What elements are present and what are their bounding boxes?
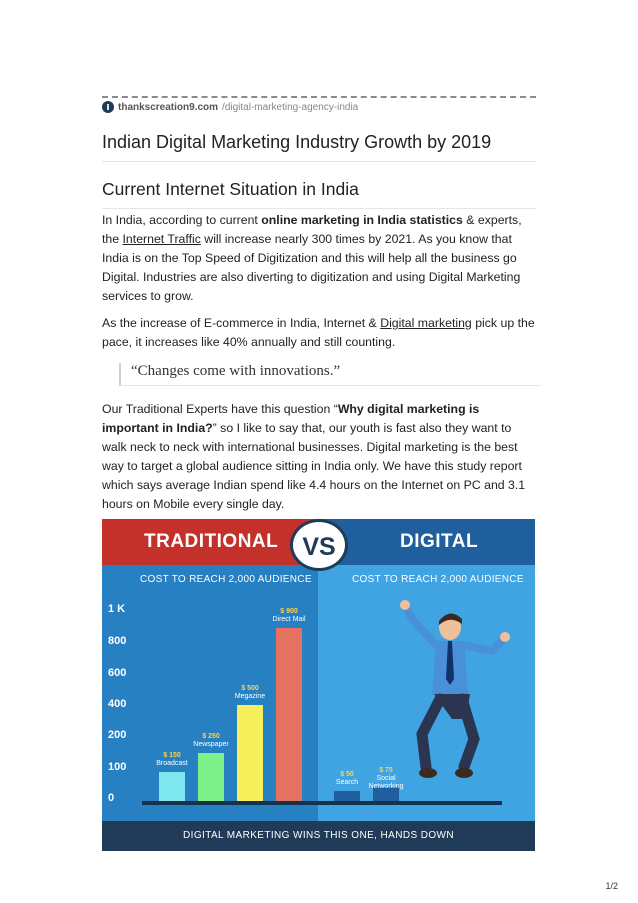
section-heading: Current Internet Situation in India <box>102 179 536 209</box>
bar-category-label: Megazine <box>234 693 266 700</box>
traditional-vs-digital-infographic: TRADITIONAL DIGITAL VS COST TO REACH 2,0… <box>102 519 535 851</box>
digital-banner <box>318 519 535 565</box>
paragraph-3: Our Traditional Experts have this questi… <box>102 402 526 511</box>
bar-value-label: $ 150 <box>163 752 181 760</box>
paragraph-1: In India, according to current online ma… <box>102 213 522 303</box>
y-tick-label: 1 K <box>108 603 126 615</box>
bar-value-label: $ 500 <box>241 685 259 692</box>
traditional-cost-label: COST TO REACH 2,000 AUDIENCE <box>140 574 312 585</box>
bar-label: $ 75 Social Networking <box>363 767 409 791</box>
bar-newspaper <box>198 753 224 801</box>
traditional-banner <box>102 519 318 565</box>
bar-label: $ 50 Search <box>324 771 370 787</box>
bar-value-label: $ 50 <box>340 771 354 779</box>
y-tick-label: 600 <box>108 667 127 679</box>
bar-label: $ 250 Newspaper <box>188 733 234 749</box>
digital-cost-label: COST TO REACH 2,000 AUDIENCE <box>352 574 524 585</box>
digital-title: DIGITAL <box>400 531 479 552</box>
blockquote: “Changes come with innovations.” <box>119 363 541 386</box>
source-path[interactable]: /digital-marketing-agency-india <box>222 101 359 113</box>
digital-marketing-link[interactable]: Digital marketing <box>380 316 472 330</box>
bar-category-label: Search <box>335 779 359 787</box>
bar-label: $ 500 Megazine <box>227 685 273 701</box>
y-tick-label: 200 <box>108 729 127 741</box>
y-tick-label: 0 <box>108 792 115 804</box>
bar-category-label: Newspaper <box>193 741 229 748</box>
celebrating-man-illustration <box>400 600 510 778</box>
y-tick-label: 100 <box>108 761 127 773</box>
paragraph-2: As the increase of E-commerce in India, … <box>102 316 535 349</box>
bar-label: $ 150 Broadcast <box>149 752 195 768</box>
chart-baseline <box>142 801 502 805</box>
page-number: 1/2 <box>605 881 618 891</box>
bar-megazine <box>237 705 263 801</box>
vs-badge: VS <box>290 519 348 571</box>
internet-traffic-link[interactable]: Internet Traffic <box>122 232 201 246</box>
header-divider <box>102 96 536 98</box>
y-tick-label: 800 <box>108 635 127 647</box>
bar-label: $ 900 Direct Mail <box>266 608 312 624</box>
y-tick-label: 400 <box>108 698 127 710</box>
bar-category-label: Broadcast <box>156 760 188 768</box>
bar-value-label: $ 900 <box>280 608 298 616</box>
page-title: Indian Digital Marketing Industry Growth… <box>102 132 536 162</box>
traditional-title: TRADITIONAL <box>144 531 279 552</box>
source-line[interactable]: thankscreation9.com/digital-marketing-ag… <box>102 101 358 113</box>
infographic-footer: DIGITAL MARKETING WINS THIS ONE, HANDS D… <box>102 821 535 851</box>
bar-search <box>334 791 360 801</box>
bar-category-label: Social Networking <box>368 774 404 790</box>
bar-social-networking <box>373 786 399 801</box>
bar-value-label: $ 75 <box>379 766 393 774</box>
bar-value-label: $ 250 <box>202 733 220 740</box>
source-domain[interactable]: thankscreation9.com <box>118 101 219 113</box>
bar-category-label: Direct Mail <box>272 616 306 624</box>
bar-broadcast <box>159 772 185 801</box>
bar-direct-mail <box>276 628 302 801</box>
site-logo-icon <box>102 101 114 113</box>
